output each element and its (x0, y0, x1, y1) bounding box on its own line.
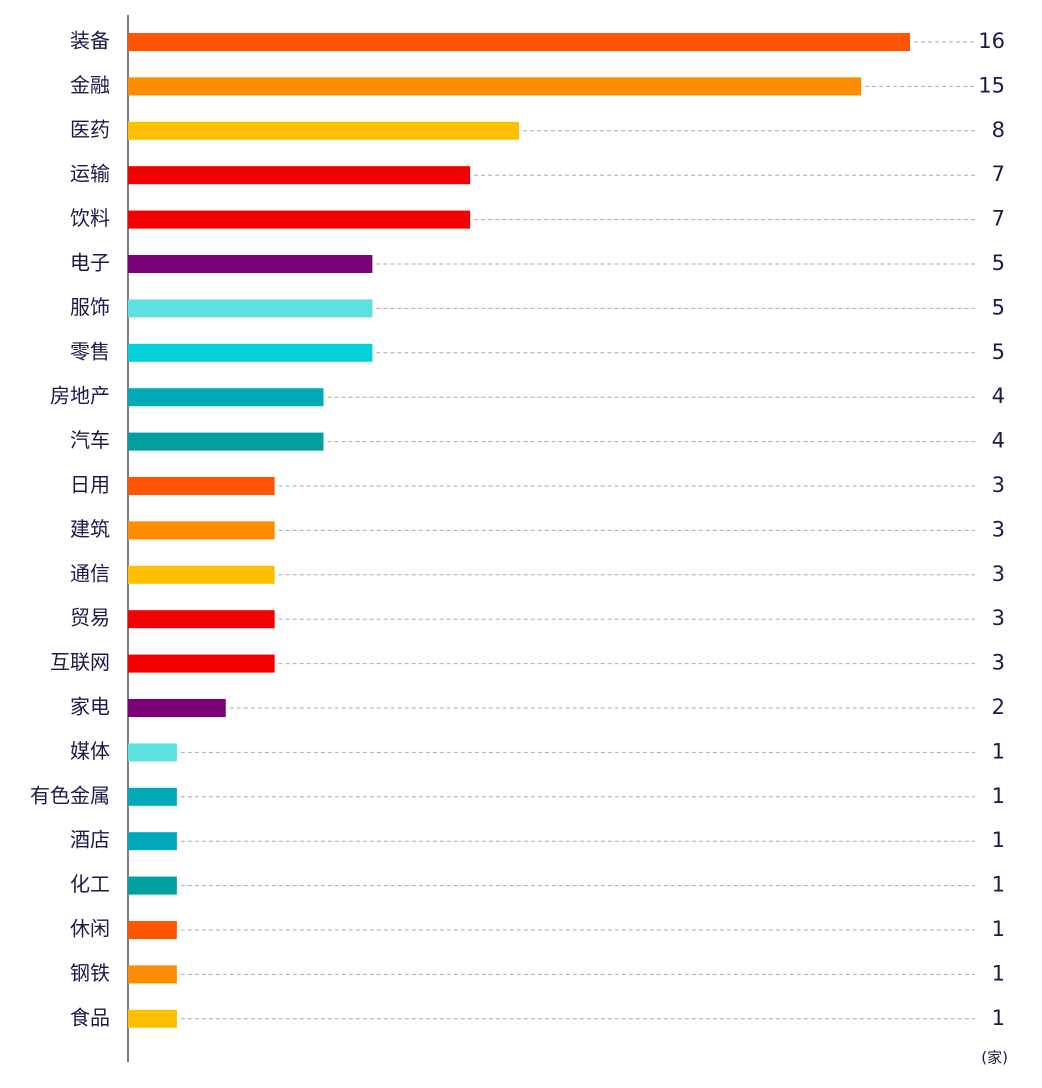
bar (128, 743, 177, 762)
bar (128, 432, 324, 451)
bar (128, 388, 324, 407)
category-label: 钢铁 (70, 961, 110, 985)
category-label: 通信 (70, 561, 110, 585)
category-label: 有色金属 (30, 783, 110, 807)
value-label: 1 (992, 784, 1005, 808)
bar (128, 33, 910, 51)
value-label: 7 (992, 162, 1005, 186)
bar (128, 699, 226, 717)
value-label: 1 (992, 828, 1005, 852)
category-label: 电子 (70, 251, 110, 275)
category-label: 装备 (70, 29, 110, 53)
value-label: 15 (978, 73, 1005, 97)
value-label: 5 (992, 251, 1005, 275)
bar (128, 565, 275, 584)
value-label: 1 (992, 873, 1005, 897)
category-label: 饮料 (70, 206, 110, 230)
category-label: 服饰 (70, 295, 110, 319)
category-label: 医药 (70, 117, 110, 141)
value-label: 2 (992, 695, 1005, 719)
bar (128, 921, 177, 939)
bar (128, 521, 275, 540)
category-label: 贸易 (70, 606, 110, 630)
bar (128, 343, 373, 362)
category-label: 家电 (70, 695, 110, 719)
bar (128, 166, 471, 185)
bar (128, 77, 862, 96)
bar (128, 787, 177, 806)
category-label: 互联网 (50, 650, 110, 674)
bar (128, 610, 275, 629)
bar (128, 1009, 177, 1028)
value-label: 4 (992, 384, 1005, 408)
category-label: 汽车 (70, 428, 110, 452)
bar (128, 832, 177, 851)
unit-label: (家) (981, 1049, 1008, 1067)
category-label: 建筑 (70, 517, 110, 541)
bar (128, 965, 177, 984)
value-label: 5 (992, 340, 1005, 364)
bar (128, 477, 275, 495)
value-label: 3 (992, 651, 1005, 675)
value-label: 1 (992, 739, 1005, 763)
bar (128, 299, 373, 318)
value-label: 4 (992, 429, 1005, 453)
category-label: 房地产 (50, 384, 110, 408)
bar (128, 654, 275, 673)
category-label: 食品 (70, 1005, 110, 1029)
category-label: 金融 (70, 73, 110, 97)
value-label: 3 (992, 473, 1005, 497)
bar (128, 876, 177, 895)
value-label: 3 (992, 606, 1005, 630)
bar (128, 121, 519, 140)
bar (128, 255, 373, 273)
value-label: 5 (992, 295, 1005, 319)
value-label: 3 (992, 517, 1005, 541)
value-label: 1 (992, 961, 1005, 985)
category-label: 酒店 (70, 828, 110, 852)
category-label: 媒体 (70, 739, 110, 763)
category-label: 零售 (70, 339, 110, 363)
category-label: 化工 (70, 872, 110, 896)
category-label: 日用 (70, 473, 110, 497)
category-label: 休闲 (70, 917, 110, 941)
bar (128, 210, 471, 229)
value-label: 7 (992, 207, 1005, 231)
value-label: 8 (992, 118, 1005, 142)
value-label: 1 (992, 1006, 1005, 1030)
value-label: 3 (992, 562, 1005, 586)
value-label: 1 (992, 917, 1005, 941)
category-label: 运输 (70, 162, 110, 186)
value-label: 16 (978, 29, 1005, 53)
